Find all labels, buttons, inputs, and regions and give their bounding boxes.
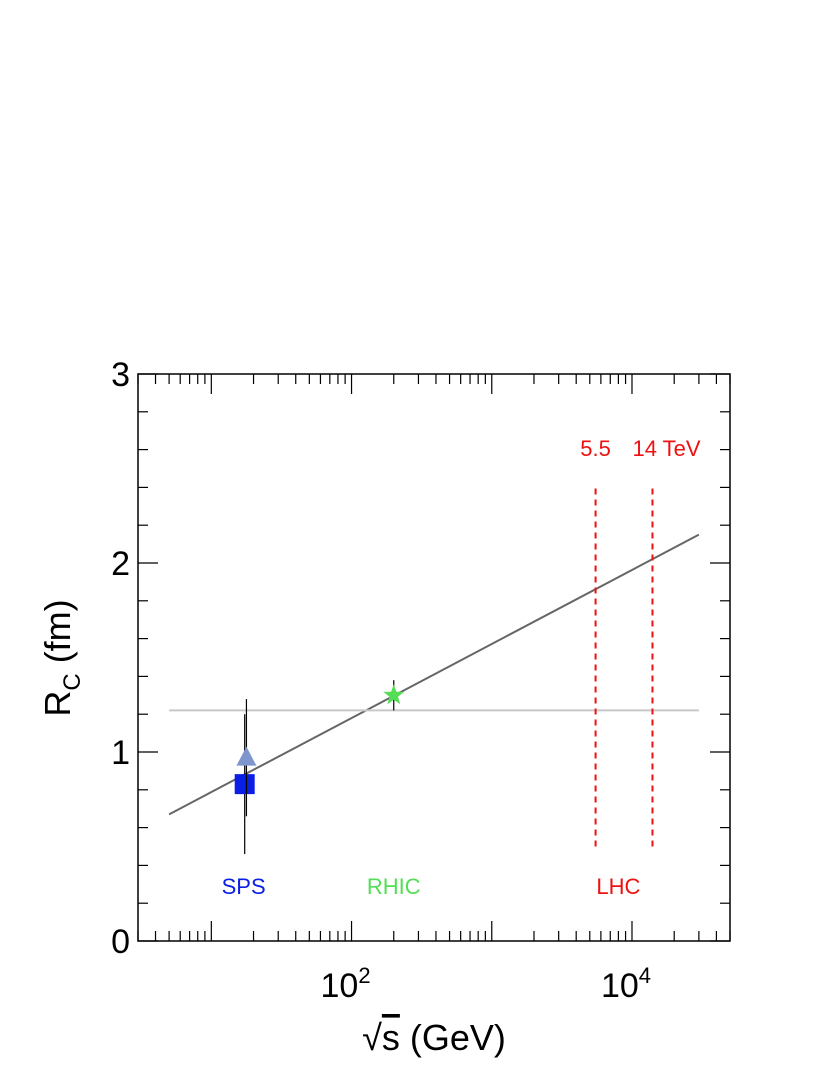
y-tick-label: 3 (111, 356, 130, 394)
axes-layer (137, 373, 731, 942)
data-point-triangle (236, 746, 257, 766)
x-tick-label: 102 (321, 963, 371, 1005)
fit-line (168, 533, 700, 816)
y-tick-label: 1 (111, 734, 130, 772)
y-tick-label: 0 (111, 923, 130, 961)
y-axis-title: RC (fm) (37, 599, 86, 716)
fit-lines-layer (168, 487, 700, 847)
x-axis-title: √s (GeV) (362, 1017, 506, 1058)
lhc-energy-label: 5.5 (580, 436, 611, 461)
plot-frame (137, 373, 731, 942)
accelerator-label: RHIC (367, 874, 421, 899)
y-tick-label: 2 (111, 545, 130, 583)
x-tick-label: 104 (601, 963, 651, 1005)
accelerator-label: SPS (222, 874, 266, 899)
data-points-layer (234, 680, 405, 855)
data-point-square (234, 774, 255, 795)
data-point-star (383, 684, 405, 705)
lhc-energy-label: 14 TeV (632, 436, 700, 461)
labels-layer: 0 1 2 3 102 104 5.5 14 TeV SPS RHIC LHC (111, 356, 701, 1005)
accelerator-label: LHC (596, 874, 640, 899)
